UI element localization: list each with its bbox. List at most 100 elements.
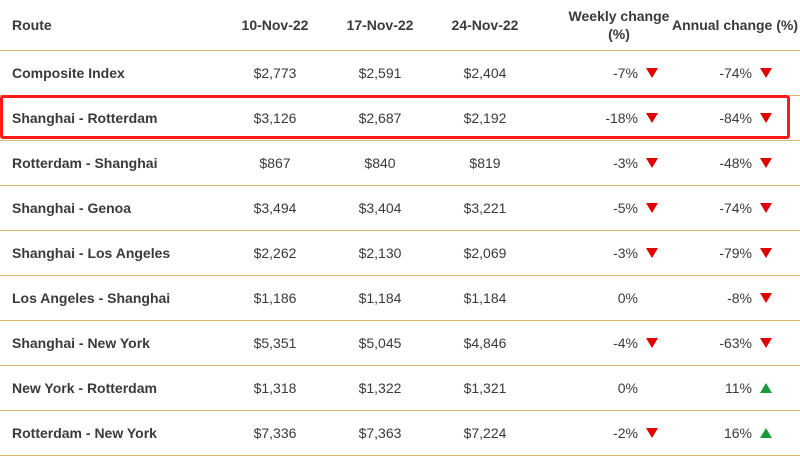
weekly-change-value: -3% <box>613 155 638 171</box>
annual-change: 16% <box>670 425 800 441</box>
rate-date-2: $2,130 <box>358 245 402 261</box>
up-arrow-icon <box>760 383 772 393</box>
annual-change-value: -74% <box>719 200 752 216</box>
up-arrow-icon <box>760 428 772 438</box>
rate-date-1: $1,186 <box>253 290 297 306</box>
down-arrow-icon <box>760 248 772 258</box>
highlight-box <box>0 95 790 139</box>
annual-change-value: -74% <box>719 65 752 81</box>
rate-date-3: $1,184 <box>463 290 507 306</box>
down-arrow-icon <box>646 203 658 213</box>
rate-date-3: $2,069 <box>463 245 507 261</box>
annual-change: -63% <box>670 335 800 351</box>
header-date-1: 10-Nov-22 <box>241 17 309 33</box>
weekly-change-value: -3% <box>613 245 638 261</box>
rate-date-3: $2,404 <box>463 65 507 81</box>
table-header: Route 10-Nov-22 17-Nov-22 24-Nov-22 Week… <box>0 0 800 51</box>
route-name: Composite Index <box>12 65 125 81</box>
rate-date-1: $5,351 <box>253 335 297 351</box>
rate-date-2: $7,363 <box>358 425 402 441</box>
annual-change: -74% <box>670 200 800 216</box>
rate-date-1: $2,773 <box>253 65 297 81</box>
weekly-change: -3% <box>540 155 670 171</box>
route-name: Shanghai - Genoa <box>12 200 132 216</box>
route-name: New York - Rotterdam <box>12 380 157 396</box>
down-arrow-icon <box>646 338 658 348</box>
route-name: Shanghai - New York <box>12 335 150 351</box>
header-annual-change: Annual change (%) <box>671 17 798 33</box>
weekly-change: -18% <box>540 110 670 126</box>
rate-date-1: $867 <box>259 155 291 171</box>
weekly-change-value: 0% <box>617 380 638 396</box>
rate-date-3: $819 <box>469 155 501 171</box>
route-name: Rotterdam - New York <box>12 425 157 441</box>
down-arrow-icon <box>760 293 772 303</box>
annual-change-value: -48% <box>719 155 752 171</box>
table-row: Composite Index $2,773 $2,591 $2,404 -7% -74% <box>0 51 800 96</box>
annual-change: -48% <box>670 155 800 171</box>
table-row: Shanghai - Genoa $3,494 $3,404 $3,221 -5% -74… <box>0 186 800 231</box>
header-date-2: 17-Nov-22 <box>346 17 414 33</box>
rate-date-3: $4,846 <box>463 335 507 351</box>
header-date-3: 24-Nov-22 <box>451 17 519 33</box>
weekly-change-value: -18% <box>605 110 638 126</box>
annual-change-value: -8% <box>727 290 752 306</box>
weekly-change: 0% <box>540 290 670 306</box>
rate-date-2: $1,184 <box>358 290 402 306</box>
annual-change-value: -63% <box>719 335 752 351</box>
rate-date-3: $1,321 <box>463 380 507 396</box>
rate-date-1: $7,336 <box>253 425 297 441</box>
annual-change: -74% <box>670 65 800 81</box>
down-arrow-icon <box>760 68 772 78</box>
down-arrow-icon <box>646 158 658 168</box>
down-arrow-icon <box>646 428 658 438</box>
route-name: Shanghai - Rotterdam <box>12 110 158 126</box>
rate-date-2: $1,322 <box>358 380 402 396</box>
down-arrow-icon <box>760 113 772 123</box>
weekly-change-value: 0% <box>617 290 638 306</box>
annual-change: -79% <box>670 245 800 261</box>
weekly-change-value: -7% <box>613 65 638 81</box>
annual-change: -8% <box>670 290 800 306</box>
rate-date-2: $840 <box>364 155 396 171</box>
weekly-change: 0% <box>540 380 670 396</box>
down-arrow-icon <box>646 68 658 78</box>
down-arrow-icon <box>760 338 772 348</box>
route-name: Shanghai - Los Angeles <box>12 245 171 261</box>
annual-change: 11% <box>670 380 800 396</box>
annual-change: -84% <box>670 110 800 126</box>
annual-change-value: -79% <box>719 245 752 261</box>
weekly-change-value: -5% <box>613 200 638 216</box>
down-arrow-icon <box>646 248 658 258</box>
header-weekly-change: Weekly change (%) <box>568 8 670 42</box>
rate-date-1: $1,318 <box>253 380 297 396</box>
rate-date-2: $2,687 <box>358 110 402 126</box>
weekly-change: -5% <box>540 200 670 216</box>
weekly-change: -4% <box>540 335 670 351</box>
rate-date-2: $3,404 <box>358 200 402 216</box>
route-name: Los Angeles - Shanghai <box>12 290 171 306</box>
table-row: Shanghai - Rotterdam $3,126 $2,687 $2,192 -1… <box>0 96 800 141</box>
rate-date-1: $3,126 <box>253 110 297 126</box>
down-arrow-icon <box>760 203 772 213</box>
weekly-change: -2% <box>540 425 670 441</box>
rate-date-2: $2,591 <box>358 65 402 81</box>
rate-date-1: $3,494 <box>253 200 297 216</box>
annual-change-value: 11% <box>725 380 752 396</box>
weekly-change: -3% <box>540 245 670 261</box>
down-arrow-icon <box>646 113 658 123</box>
route-name: Rotterdam - Shanghai <box>12 155 158 171</box>
annual-change-value: 16% <box>723 425 752 441</box>
weekly-change: -7% <box>540 65 670 81</box>
annual-change-value: -84% <box>719 110 752 126</box>
table-row: Rotterdam - Shanghai $867 $840 $819 -3% -48% <box>0 141 800 186</box>
down-arrow-icon <box>760 158 772 168</box>
weekly-change-value: -4% <box>613 335 638 351</box>
weekly-change-value: -2% <box>613 425 638 441</box>
table-row: New York - Rotterdam $1,318 $1,322 $1,321 0%… <box>0 366 800 411</box>
header-route: Route <box>12 17 52 33</box>
rate-date-3: $7,224 <box>463 425 507 441</box>
rate-date-1: $2,262 <box>253 245 297 261</box>
rate-date-2: $5,045 <box>358 335 402 351</box>
